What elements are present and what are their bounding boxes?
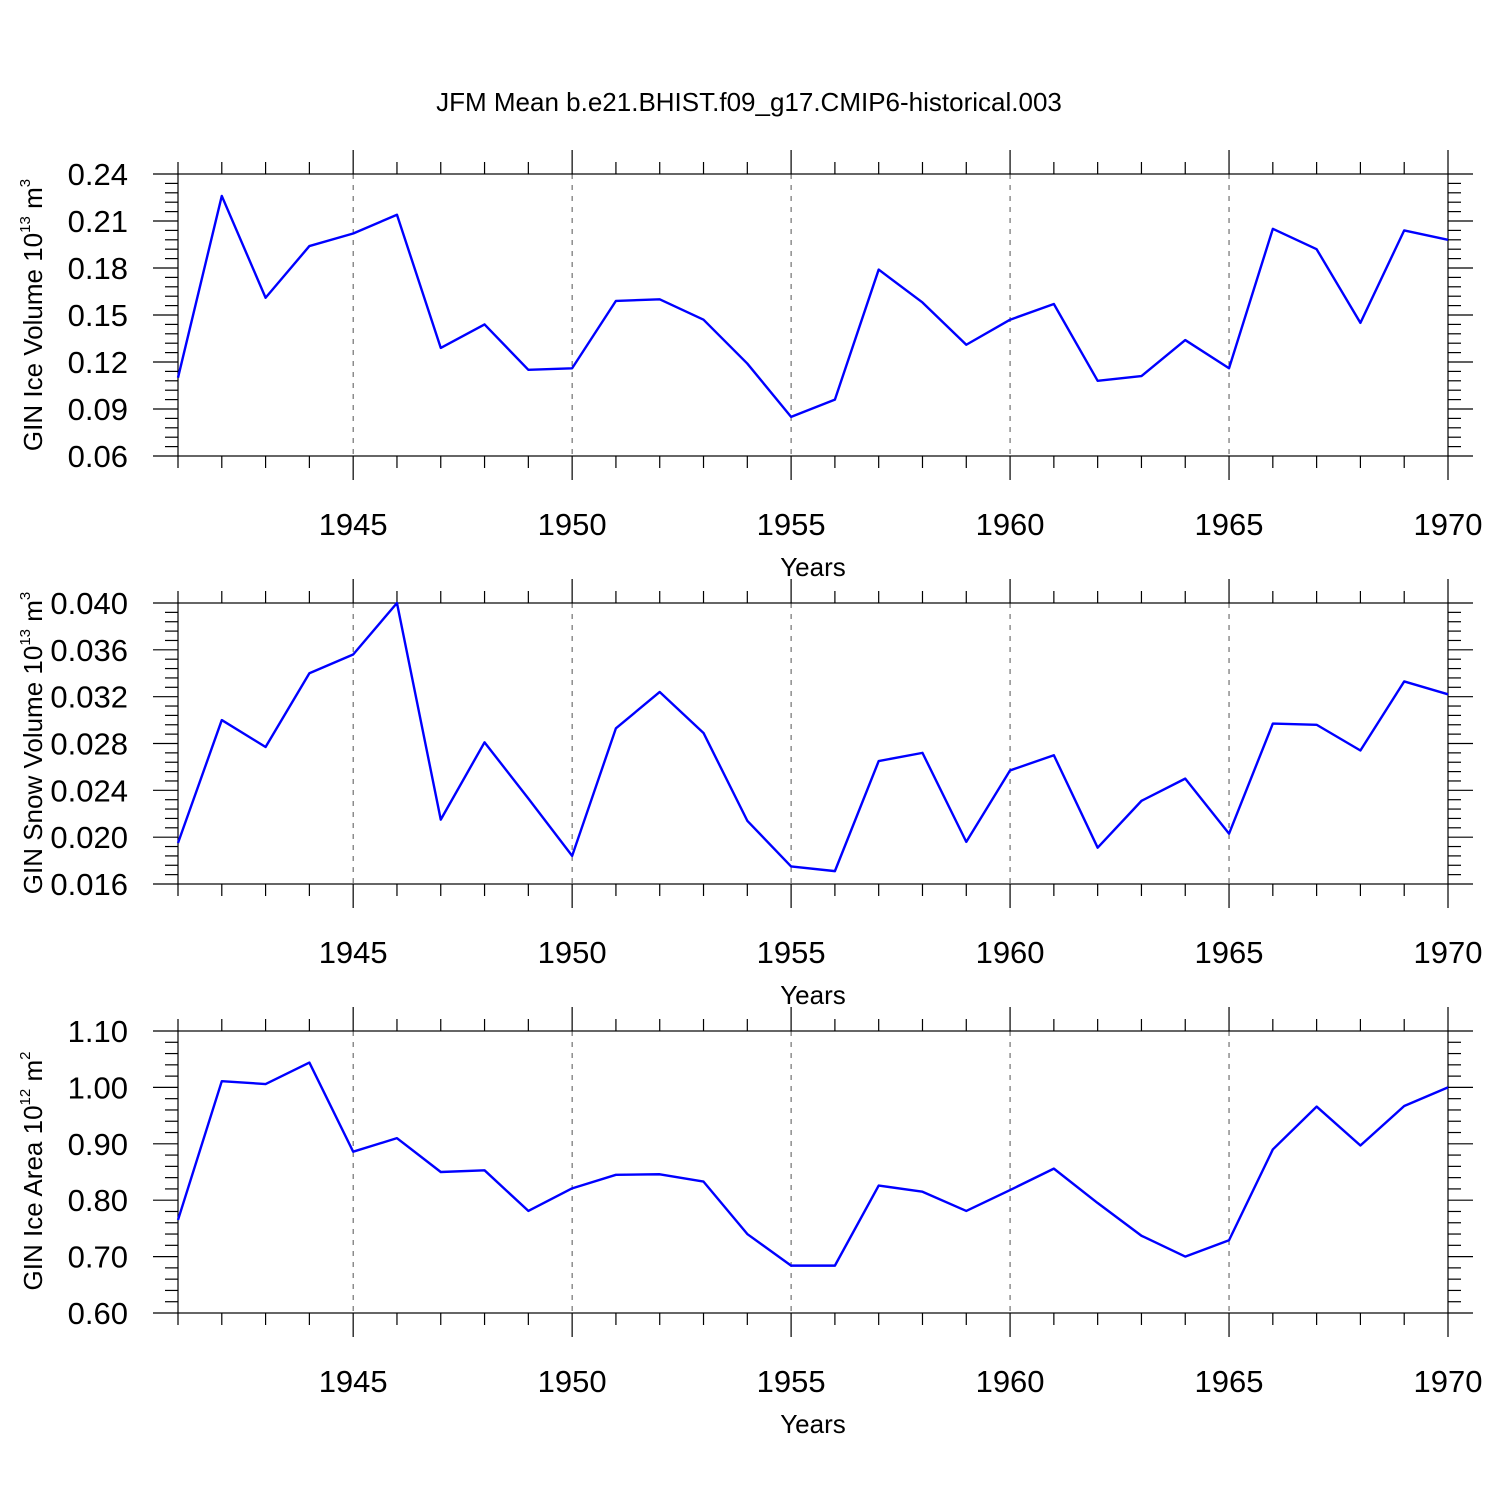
x-tick-label: 1970 bbox=[1414, 507, 1483, 542]
x-tick-label: 1970 bbox=[1414, 1364, 1483, 1399]
x-tick-label: 1970 bbox=[1414, 935, 1483, 970]
x-tick-label: 1960 bbox=[976, 1364, 1045, 1399]
x-tick-label: 1965 bbox=[1195, 935, 1264, 970]
plot-frame bbox=[177, 1030, 1449, 1314]
plot-frame bbox=[177, 173, 1449, 457]
y-axis-superscript: 3 bbox=[17, 592, 34, 600]
y-axis-title-part: m bbox=[18, 187, 48, 216]
y-axis-title: GIN Ice Area 1012 m2 bbox=[17, 1052, 48, 1291]
data-series-line bbox=[176, 194, 1449, 419]
x-tick-label: 1950 bbox=[538, 935, 607, 970]
x-axis-title: Years bbox=[780, 980, 846, 1010]
y-axis-title-part: m bbox=[18, 600, 48, 629]
y-tick-label: 0.90 bbox=[68, 1127, 128, 1162]
y-tick-label: 0.15 bbox=[68, 298, 128, 333]
y-tick-label: 0.09 bbox=[68, 392, 128, 427]
y-axis-title-part: GIN Snow Volume 10 bbox=[18, 646, 48, 895]
x-tick-label: 1955 bbox=[757, 935, 826, 970]
y-tick-label: 0.70 bbox=[68, 1240, 128, 1275]
x-tick-label: 1960 bbox=[976, 935, 1045, 970]
x-tick-label: 1950 bbox=[538, 507, 607, 542]
y-axis-superscript: 2 bbox=[17, 1052, 34, 1060]
y-tick-label: 0.60 bbox=[68, 1296, 128, 1331]
plot-frame bbox=[177, 602, 1449, 885]
y-tick-label: 0.12 bbox=[68, 345, 128, 380]
y-tick-label: 1.10 bbox=[68, 1014, 128, 1049]
panel-1: 1945 1950 1955 1960 1965 1970 0.06 0.09 0.12 0.15… bbox=[17, 150, 1482, 582]
x-axis-title: Years bbox=[780, 1409, 846, 1439]
y-tick-label: 0.028 bbox=[50, 727, 128, 762]
y-axis-title-part: GIN Ice Area 10 bbox=[18, 1105, 48, 1290]
y-axis-superscript: 3 bbox=[17, 179, 34, 187]
y-tick-label: 0.040 bbox=[50, 586, 128, 621]
x-tick-label: 1965 bbox=[1195, 507, 1264, 542]
y-tick-label: 0.024 bbox=[50, 773, 128, 808]
x-tick-label: 1955 bbox=[757, 507, 826, 542]
panel-2: 1945 1950 1955 1960 1965 1970 0.016 0.020 0.024 0… bbox=[17, 579, 1482, 1010]
y-tick-label: 0.032 bbox=[50, 680, 128, 715]
y-axis-title-part: m bbox=[18, 1060, 48, 1089]
y-axis-title-part: GIN Ice Volume 10 bbox=[18, 233, 48, 451]
y-tick-label: 1.00 bbox=[68, 1070, 128, 1105]
y-axis-title: GIN Ice Volume 1013 m3 bbox=[17, 179, 48, 451]
chart-title: JFM Mean b.e21.BHIST.f09_g17.CMIP6-histo… bbox=[436, 87, 1062, 117]
y-tick-label: 0.016 bbox=[50, 867, 128, 902]
x-tick-label: 1945 bbox=[319, 507, 388, 542]
x-tick-label: 1945 bbox=[319, 1364, 388, 1399]
y-tick-label: 0.18 bbox=[68, 251, 128, 286]
x-tick-label: 1960 bbox=[976, 507, 1045, 542]
y-axis-superscript: 12 bbox=[17, 1089, 34, 1106]
y-tick-label: 0.21 bbox=[68, 204, 128, 239]
y-axis-title: GIN Snow Volume 1013 m3 bbox=[17, 592, 48, 895]
x-tick-label: 1955 bbox=[757, 1364, 826, 1399]
panel-3: 1945 1950 1955 1960 1965 1970 0.60 0.70 0.80 0.90… bbox=[17, 1007, 1482, 1439]
y-tick-label: 0.24 bbox=[68, 157, 128, 192]
x-tick-label: 1965 bbox=[1195, 1364, 1264, 1399]
y-tick-label: 0.80 bbox=[68, 1183, 128, 1218]
x-axis-title: Years bbox=[780, 552, 846, 582]
y-tick-label: 0.06 bbox=[68, 439, 128, 474]
x-tick-label: 1945 bbox=[319, 935, 388, 970]
x-tick-label: 1950 bbox=[538, 1364, 607, 1399]
y-axis-superscript: 13 bbox=[17, 216, 34, 233]
data-series-line bbox=[176, 601, 1449, 873]
data-series-line bbox=[176, 1061, 1449, 1267]
y-tick-label: 0.020 bbox=[50, 820, 128, 855]
y-tick-label: 0.036 bbox=[50, 633, 128, 668]
y-axis-superscript: 13 bbox=[17, 629, 34, 646]
